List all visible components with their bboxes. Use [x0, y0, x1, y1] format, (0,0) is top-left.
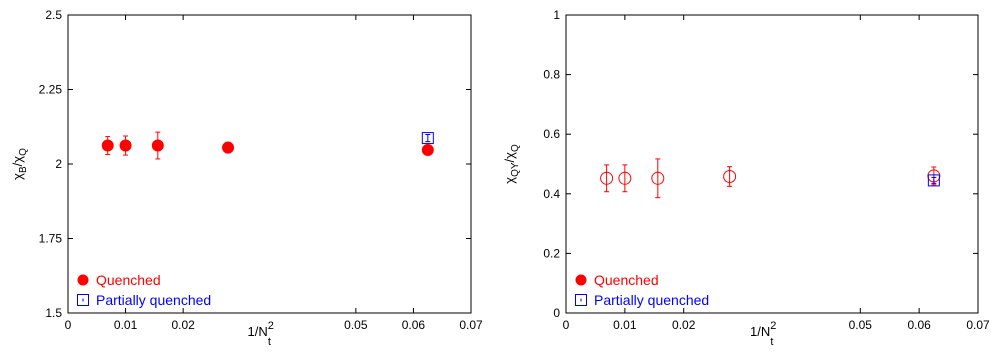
- legend-label-quenched: Quenched: [96, 272, 161, 288]
- marker-open-square: [927, 174, 940, 187]
- data-point: [151, 131, 164, 160]
- x-tick-label: 0.07: [459, 318, 483, 332]
- y-tick-label: 0.6: [543, 127, 560, 141]
- y-axis-label-part: /χ: [10, 156, 25, 167]
- y-axis-label-part: QY: [510, 162, 521, 177]
- y-tick-label: 0.2: [543, 246, 560, 260]
- legend-marker-quenched: [77, 274, 89, 286]
- legend-marker-partially-quenched: [77, 294, 89, 306]
- chart-left: 0 0.01 0.02 0.05 0.06 0.071.51.7522.252.51/N2…: [10, 8, 483, 348]
- legend-marker-quenched: [575, 274, 587, 286]
- y-tick-label: 2.25: [39, 83, 63, 97]
- legend: Quenched Partially quenched: [77, 272, 211, 308]
- x-tick-label: 0.07: [966, 318, 990, 332]
- y-tick-label: 1.75: [39, 232, 63, 246]
- x-tick-label: 0.05: [849, 318, 873, 332]
- y-tick-label: 2.5: [45, 8, 62, 22]
- plot-frame: [67, 14, 472, 314]
- legend-label-quenched: Quenched: [594, 272, 659, 288]
- x-tick-label: 0.02: [171, 318, 195, 332]
- y-axis-label: χB/χQ: [10, 148, 29, 180]
- data-point: [600, 164, 614, 193]
- marker-open-circle: [723, 170, 737, 184]
- data-point: [119, 135, 132, 156]
- y-tick-label: 2: [55, 157, 62, 171]
- x-tick-label: 0.01: [613, 318, 637, 332]
- y-axis-label-part: Q: [18, 148, 29, 156]
- data-point: [927, 174, 940, 187]
- legend: Quenched Partially quenched: [575, 272, 709, 308]
- y-axis-label: χQY/χQ: [502, 144, 521, 184]
- data-point: [618, 164, 632, 193]
- data-point: [723, 166, 737, 187]
- data-point: [421, 143, 434, 156]
- x-axis-label-sub: t: [770, 336, 773, 348]
- x-axis-label-sup: 2: [770, 320, 776, 332]
- x-tick-label: 0.06: [402, 318, 426, 332]
- data-point: [222, 141, 235, 154]
- marker-open-circle: [618, 171, 632, 185]
- legend-label-partially-quenched: Partially quenched: [96, 292, 211, 308]
- x-tick-label: 0.02: [672, 318, 696, 332]
- x-axis-label: 1/N2 t: [248, 320, 274, 348]
- marker-filled-circle: [151, 139, 164, 152]
- data-point: [651, 158, 665, 199]
- x-axis-label-base: 1/N: [750, 324, 770, 339]
- data-point: [421, 132, 434, 145]
- x-axis-label-base: 1/N: [248, 324, 268, 339]
- plot-frame: [565, 14, 979, 314]
- marker-filled-circle: [222, 141, 235, 154]
- y-axis-label-part: χ: [502, 177, 517, 184]
- x-tick-label: 0.05: [344, 318, 368, 332]
- x-tick-label: 0: [65, 318, 72, 332]
- x-tick-label: 0.01: [114, 318, 138, 332]
- y-axis-label-part: B: [18, 166, 29, 173]
- x-tick-label: 0: [563, 318, 570, 332]
- y-tick-label: 1: [553, 8, 560, 22]
- marker-filled-circle: [119, 139, 132, 152]
- x-axis-label-sup: 2: [268, 320, 274, 332]
- marker-open-circle: [651, 171, 665, 185]
- marker-filled-circle: [421, 143, 434, 156]
- y-tick-label: 0.4: [543, 187, 560, 201]
- x-axis-label-sub: t: [268, 336, 271, 348]
- chart-right: 0 0.01 0.02 0.05 0.06 0.07 0 0.2 0.4 0.6 0.8 1 1/N2 t…: [502, 8, 990, 348]
- x-axis-label: 1/N2 t: [750, 320, 776, 348]
- y-axis-label-part: χ: [10, 173, 25, 180]
- y-tick-label: 0: [553, 306, 560, 320]
- legend-label-partially-quenched: Partially quenched: [594, 292, 709, 308]
- x-tick-label: 0.06: [907, 318, 931, 332]
- y-axis-label-part: Q: [510, 144, 521, 152]
- y-axis-label-part: /χ: [502, 152, 517, 163]
- y-tick-label: 1.5: [45, 306, 62, 320]
- legend-marker-partially-quenched: [575, 294, 587, 306]
- y-tick-label: 0.8: [543, 68, 560, 82]
- marker-open-square: [421, 132, 434, 145]
- data-point: [101, 136, 114, 155]
- marker-open-circle: [600, 171, 614, 185]
- marker-filled-circle: [101, 139, 114, 152]
